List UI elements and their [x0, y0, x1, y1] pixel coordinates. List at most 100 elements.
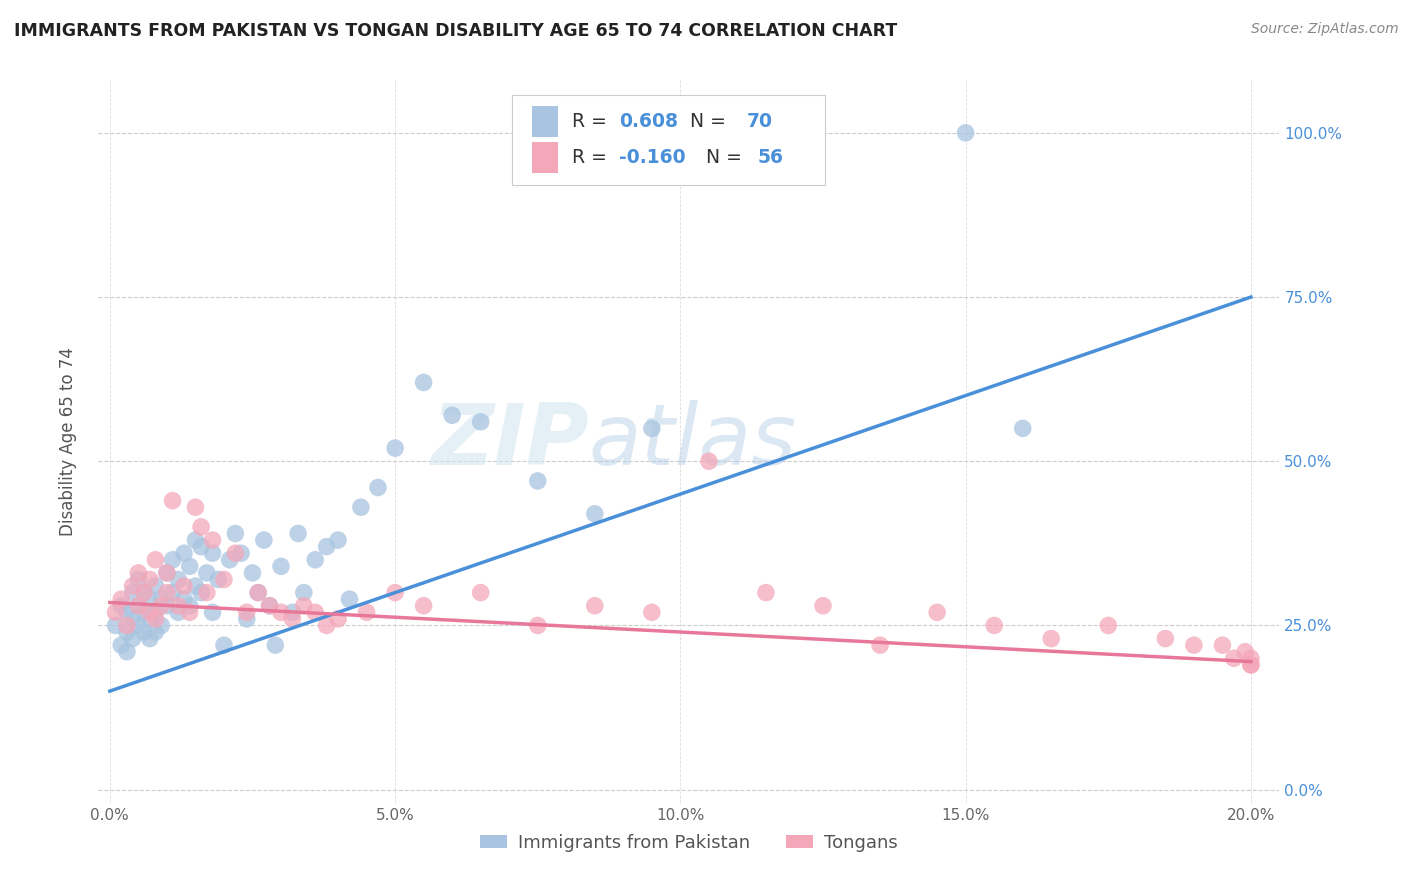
Point	[1097, 618, 1119, 632]
Point	[350, 500, 373, 515]
Point	[292, 599, 315, 613]
Point	[190, 585, 212, 599]
Point	[441, 409, 464, 423]
Point	[207, 573, 229, 587]
Point	[526, 618, 548, 632]
Point	[1240, 657, 1263, 672]
Point	[955, 126, 977, 140]
Point	[201, 533, 224, 547]
Point	[641, 605, 664, 619]
Point	[281, 605, 304, 619]
Point	[110, 592, 132, 607]
Point	[110, 599, 132, 613]
Point	[167, 573, 190, 587]
Point	[184, 500, 207, 515]
Point	[755, 585, 778, 599]
Point	[190, 540, 212, 554]
Point	[127, 566, 149, 580]
Point	[139, 573, 162, 587]
Point	[201, 605, 224, 619]
Point	[264, 638, 287, 652]
Point	[1240, 657, 1263, 672]
Point	[190, 520, 212, 534]
Point	[641, 421, 664, 435]
Point	[1240, 651, 1263, 665]
Point	[983, 618, 1005, 632]
Point	[315, 540, 337, 554]
Point	[121, 579, 143, 593]
Point	[253, 533, 276, 547]
Point	[173, 592, 195, 607]
Legend: Immigrants from Pakistan, Tongans: Immigrants from Pakistan, Tongans	[472, 826, 905, 859]
Point	[292, 585, 315, 599]
Point	[173, 546, 195, 560]
Point	[583, 599, 606, 613]
Point	[104, 605, 127, 619]
Point	[1234, 645, 1257, 659]
Point	[470, 585, 492, 599]
Point	[242, 566, 264, 580]
Point	[212, 638, 235, 652]
Point	[259, 599, 281, 613]
FancyBboxPatch shape	[531, 106, 558, 136]
Point	[132, 585, 155, 599]
Point	[156, 599, 179, 613]
Point	[184, 579, 207, 593]
Point	[167, 599, 190, 613]
Point	[127, 599, 149, 613]
Text: N =: N =	[678, 112, 733, 131]
Point	[127, 573, 149, 587]
Point	[156, 566, 179, 580]
Point	[1154, 632, 1177, 646]
Point	[179, 599, 201, 613]
Point	[139, 592, 162, 607]
FancyBboxPatch shape	[512, 95, 825, 185]
Point	[132, 585, 155, 599]
Point	[326, 533, 349, 547]
Point	[162, 493, 184, 508]
Point	[236, 612, 259, 626]
Point	[697, 454, 720, 468]
Point	[339, 592, 361, 607]
Text: IMMIGRANTS FROM PAKISTAN VS TONGAN DISABILITY AGE 65 TO 74 CORRELATION CHART: IMMIGRANTS FROM PAKISTAN VS TONGAN DISAB…	[14, 22, 897, 40]
Text: R =: R =	[572, 148, 613, 167]
Point	[121, 585, 143, 599]
Text: ZIP: ZIP	[430, 400, 589, 483]
Point	[145, 553, 167, 567]
Point	[195, 566, 218, 580]
Point	[247, 585, 270, 599]
Point	[115, 618, 138, 632]
Text: 70: 70	[747, 112, 773, 131]
Point	[127, 618, 149, 632]
Point	[1011, 421, 1033, 435]
Point	[184, 533, 207, 547]
Point	[150, 618, 173, 632]
Point	[132, 605, 155, 619]
Point	[156, 566, 179, 580]
Text: 56: 56	[758, 148, 783, 167]
Point	[195, 585, 218, 599]
Point	[1040, 632, 1063, 646]
Point	[247, 585, 270, 599]
Point	[167, 605, 190, 619]
Point	[212, 573, 235, 587]
Point	[145, 625, 167, 640]
Point	[384, 585, 406, 599]
Point	[115, 645, 138, 659]
Point	[139, 612, 162, 626]
Point	[326, 612, 349, 626]
Point	[304, 553, 326, 567]
Point	[179, 605, 201, 619]
Point	[179, 559, 201, 574]
Point	[224, 546, 246, 560]
Point	[104, 618, 127, 632]
Point	[218, 553, 240, 567]
Point	[132, 625, 155, 640]
Point	[139, 605, 162, 619]
Point	[115, 625, 138, 640]
Point	[304, 605, 326, 619]
Point	[281, 612, 304, 626]
Point	[1182, 638, 1205, 652]
FancyBboxPatch shape	[531, 143, 558, 173]
Y-axis label: Disability Age 65 to 74: Disability Age 65 to 74	[59, 347, 77, 536]
